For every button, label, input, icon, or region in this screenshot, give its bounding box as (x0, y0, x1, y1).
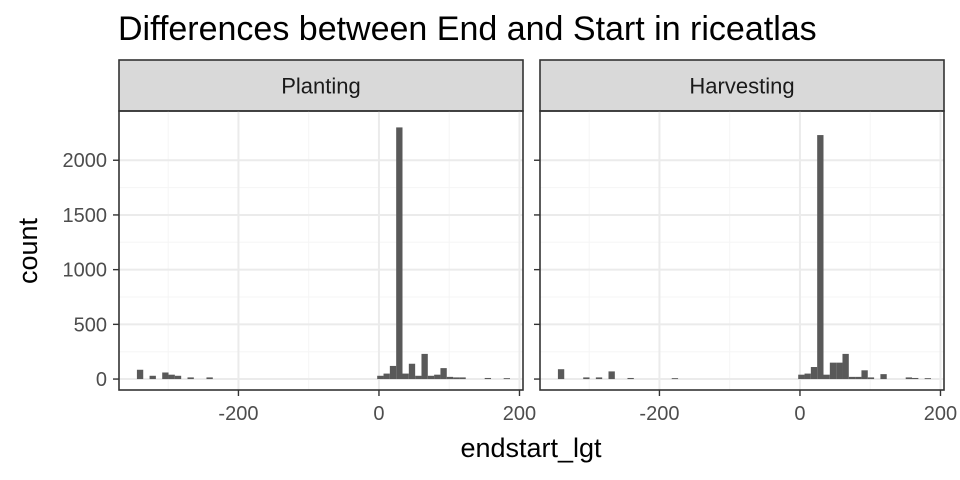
panel-border-planting (118, 110, 524, 391)
histogram-bar (484, 377, 492, 380)
histogram-bar (453, 377, 460, 380)
histogram-bar (557, 369, 565, 380)
histogram-bar (817, 135, 824, 380)
histogram-bar (798, 374, 805, 380)
histogram-bar (836, 362, 843, 380)
histogram-bar (503, 378, 511, 380)
x-tick-label: -200 (218, 403, 258, 425)
histogram-bar (408, 363, 416, 380)
histogram-bar (848, 376, 856, 380)
histogram-bar (880, 374, 887, 380)
histogram-bar (861, 370, 868, 380)
histogram-bar (608, 371, 615, 380)
x-tick-label: 0 (373, 403, 384, 425)
strip-label-harvesting: Harvesting (689, 74, 794, 99)
histogram-bar (149, 375, 156, 380)
x-tick-label: 200 (503, 403, 536, 425)
histogram-bar (136, 369, 144, 380)
histogram-bar (595, 377, 603, 380)
x-tick-label: 0 (794, 403, 805, 425)
histogram-bar (427, 375, 435, 380)
strip-label-planting: Planting (281, 74, 361, 99)
histogram-bar (402, 373, 409, 380)
histogram-bar (174, 375, 182, 380)
x-tick-label: -200 (639, 403, 679, 425)
histogram-bar (627, 377, 634, 380)
histogram-bar (459, 377, 466, 380)
histogram-bar (377, 375, 384, 380)
histogram-bar (842, 353, 849, 380)
histogram-bar (421, 353, 428, 380)
histogram-bar (671, 378, 679, 380)
histogram-bar (810, 367, 818, 380)
strip-planting-background (118, 59, 524, 112)
y-tick-label: 1000 (63, 260, 108, 282)
histogram-bar (924, 378, 932, 380)
x-axis-title: endstart_lgt (460, 433, 602, 463)
histogram-bar (829, 362, 837, 380)
histogram-bar (446, 376, 454, 380)
histogram-bar (823, 374, 830, 380)
y-tick-label: 500 (74, 314, 107, 336)
strip-harvesting-background (539, 59, 945, 112)
histogram-bar (389, 365, 397, 380)
histogram-bar (168, 374, 175, 380)
histogram-bar (912, 377, 919, 380)
panel-border-harvesting (539, 110, 945, 391)
panel-harvesting: Harvesting -200 0 200 (534, 59, 957, 425)
y-tick-label: 1500 (63, 205, 108, 227)
histogram-bar (383, 373, 390, 380)
y-axis-title: count (13, 217, 43, 284)
y-tick-label: 2000 (63, 150, 108, 172)
histogram-bar (583, 377, 590, 380)
histogram-bar (804, 373, 811, 380)
y-tick-label: 0 (96, 369, 107, 391)
histogram-bar (396, 127, 403, 380)
histogram-bar (855, 376, 862, 380)
facet-panels: Planting-200 0 2000500100015002000Harvesti… (63, 59, 957, 425)
histogram-bar (206, 377, 213, 380)
histogram-bar (434, 374, 441, 380)
x-tick-label: 200 (924, 403, 957, 425)
histogram-bar (440, 368, 447, 380)
histogram-bar (162, 372, 169, 380)
histogram-bar (867, 377, 875, 380)
histogram-bar (415, 375, 422, 380)
chart-title: Differences between End and Start in ric… (118, 10, 817, 48)
histogram-bar (187, 377, 194, 380)
histogram-bar (905, 377, 913, 380)
